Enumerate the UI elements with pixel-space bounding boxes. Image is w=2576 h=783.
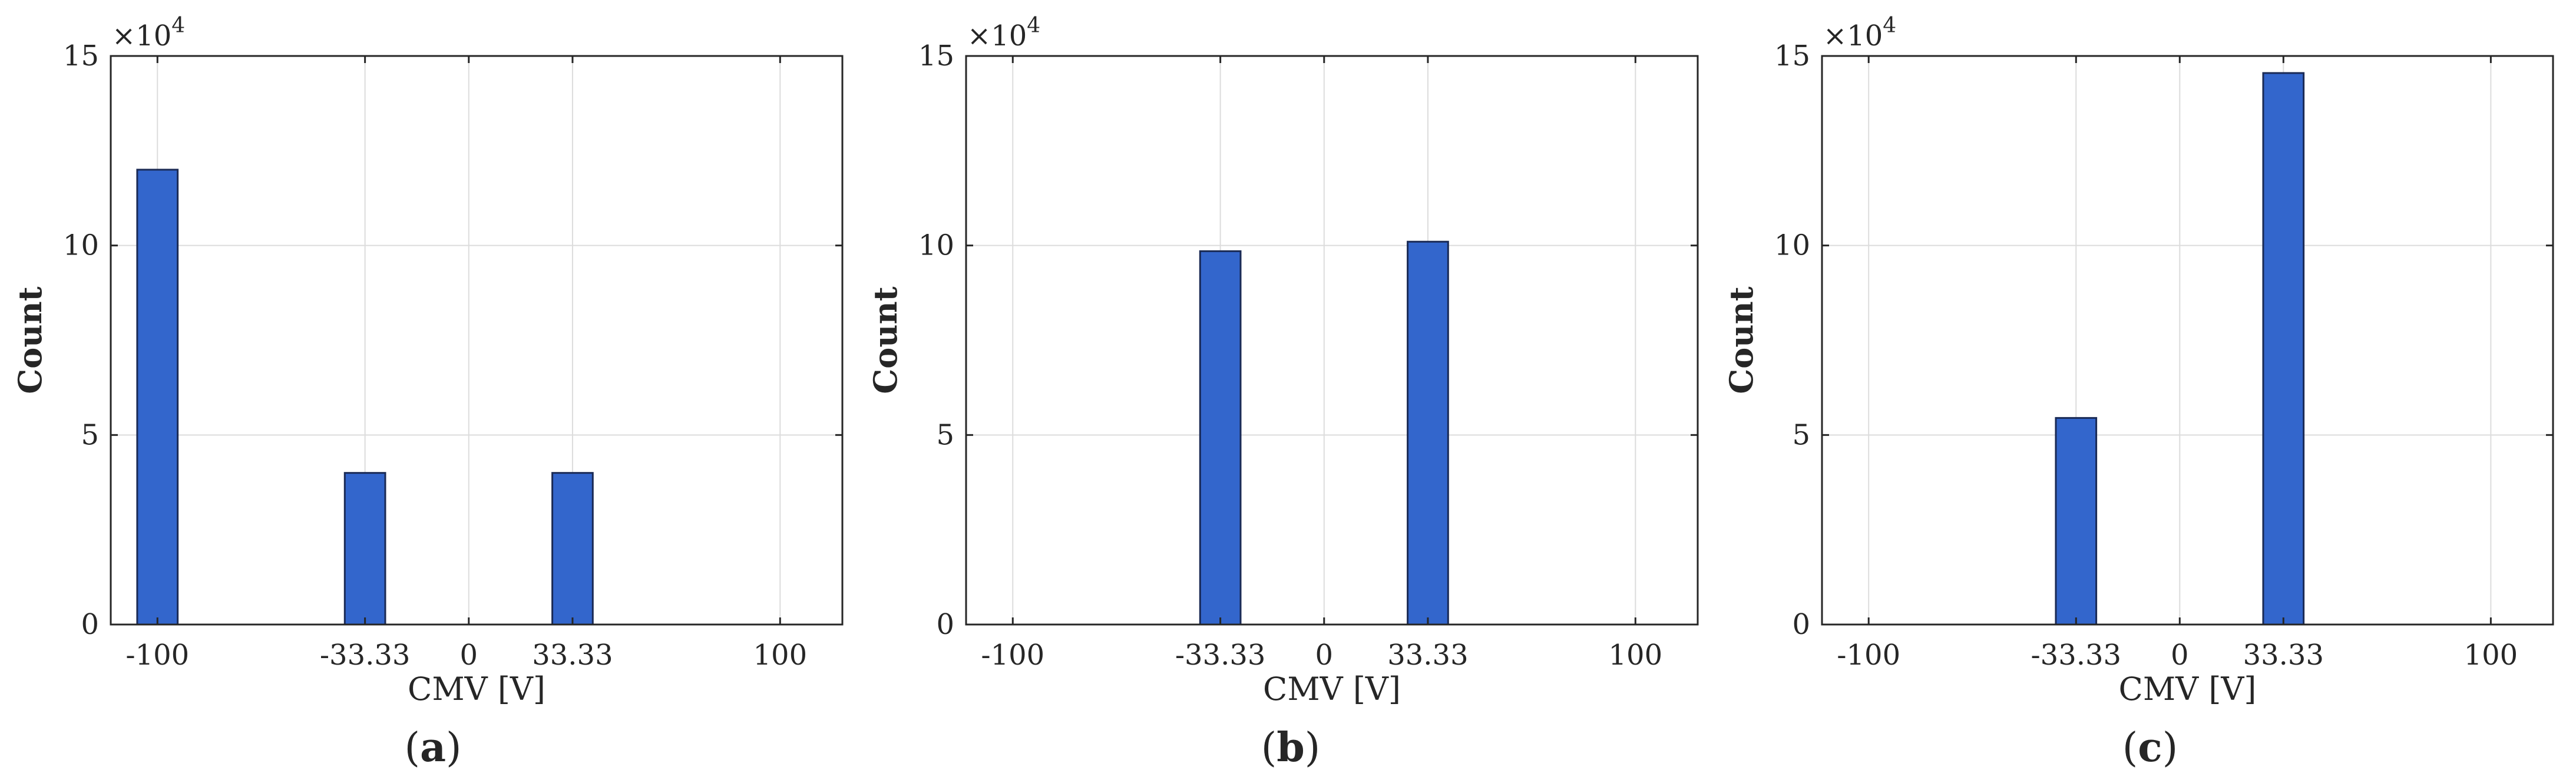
bar-33.33 [1407,240,1449,626]
x-tick-label: 33.33 [532,639,613,672]
x-tick-label: 0 [1315,639,1334,672]
x-axis-label: CMV [V] [2119,670,2257,708]
panel-label: (c) [2122,724,2178,771]
x-tick-label: -100 [981,639,1044,672]
y-tick-label: 10 [63,229,99,262]
x-tick-label: -100 [125,639,189,672]
y-tick-label: 10 [1774,229,1810,262]
x-tick-label: -33.33 [1175,639,1266,672]
x-tick-label: 33.33 [2243,639,2324,672]
panel-label: (b) [1261,724,1321,771]
chart-panel-b: -100 -33.33 0 33.33 100 0 5 10 15 ×104 CMV [V] Coun… [867,14,1699,771]
x-tick-label: 100 [753,639,807,672]
y-axis-label: Count [867,286,904,394]
y-exponent-label: ×104 [112,14,185,52]
bar--33.33 [2055,417,2098,626]
x-tick-label: 33.33 [1387,639,1468,672]
bar-33.33 [551,472,594,626]
chart-panel-c: -100 -33.33 0 33.33 100 0 5 10 15 ×104 CMV [V] Coun… [1722,14,2554,771]
y-tick-label: 15 [1774,39,1810,72]
y-tick-label: 0 [936,608,954,641]
y-tick-label: 0 [81,608,99,641]
x-tick-label: 100 [2464,639,2518,672]
axes-box [110,55,844,626]
bar--33.33 [1199,250,1242,626]
axes-box [1821,55,2554,626]
panel-label: (a) [404,724,461,771]
x-tick-label: 0 [460,639,478,672]
bar--100 [136,169,179,626]
x-tick-label: -100 [1837,639,1900,672]
axes-box [965,55,1699,626]
y-tick-label: 15 [918,39,954,72]
bar--33.33 [343,472,386,626]
y-tick-label: 5 [1792,418,1810,451]
plot-area [966,56,1698,625]
x-tick-label: -33.33 [320,639,411,672]
y-tick-label: 0 [1792,608,1810,641]
bar-33.33 [2262,72,2305,626]
chart-panel-a: -100 -33.33 0 33.33 100 0 5 10 15 ×104 CMV [V] Coun… [11,14,844,771]
y-tick-label: 5 [936,418,954,451]
plot-area [111,56,842,625]
x-tick-label: 100 [1608,639,1662,672]
y-exponent-label: ×104 [967,14,1040,52]
y-tick-label: 10 [918,229,954,262]
plot-area [1822,56,2553,625]
y-axis-label: Count [1722,286,1760,394]
y-tick-label: 15 [63,39,99,72]
x-tick-label: -33.33 [2031,639,2121,672]
y-exponent-label: ×104 [1823,14,1896,52]
x-tick-label: 0 [2171,639,2189,672]
x-axis-label: CMV [V] [1263,670,1401,708]
y-axis-label: Count [11,286,49,394]
x-axis-label: CMV [V] [408,670,545,708]
y-tick-label: 5 [81,418,99,451]
